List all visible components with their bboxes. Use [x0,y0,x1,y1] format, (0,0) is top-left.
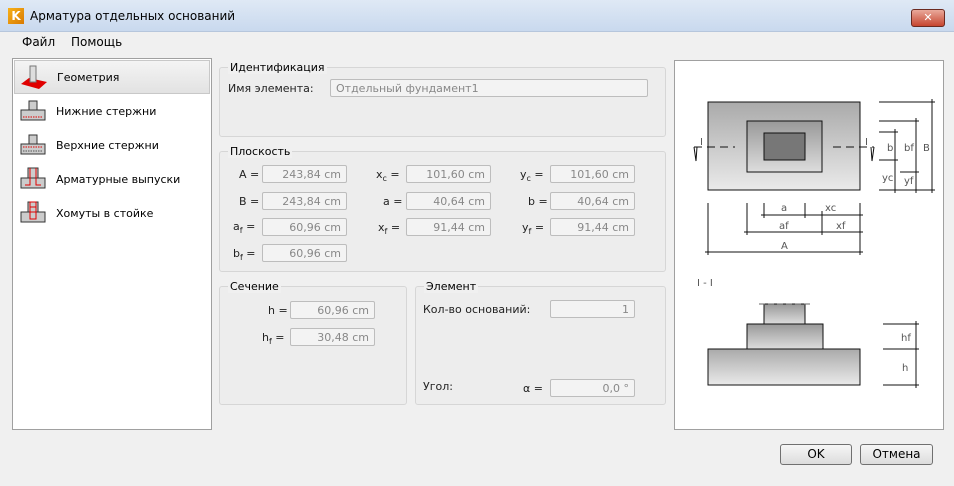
xf-input[interactable]: 91,44 cm [406,218,491,236]
section-view [707,303,861,386]
ok-button[interactable]: OK [780,444,852,465]
a-label: a = [383,195,403,208]
dim-hf: hf [901,333,911,344]
dim-A: A [781,241,788,252]
yc-input[interactable]: 101,60 cm [550,165,635,183]
sidebar-item-bottom-bars[interactable]: Нижние стержни [14,94,210,128]
sidebar-item-label: Хомуты в стойке [56,206,154,220]
h-label: h = [268,304,288,317]
sidebar-item-label: Нижние стержни [56,104,157,118]
group-title: Элемент [424,280,479,293]
section-mark-left: I [700,137,703,148]
sidebar-item-label: Верхние стержни [56,138,159,152]
bottom-bars-icon [20,100,46,121]
hf-label: hf = [262,331,285,347]
dim-B: B [923,143,930,154]
A-input[interactable]: 243,84 cm [262,165,347,183]
starter-bars-icon [20,167,46,189]
yf-label: yf = [522,221,545,237]
group-title: Плоскость [228,145,293,158]
xc-label: xc = [376,168,400,184]
xc-input[interactable]: 101,60 cm [406,165,491,183]
geometry-icon [21,65,47,89]
xf-label: xf = [378,221,401,237]
title-bar: K Арматура отдельных оснований ✕ [0,0,954,32]
count-input[interactable]: 1 [550,300,635,318]
yf-input[interactable]: 91,44 cm [550,218,635,236]
section-label: I - I [697,278,713,289]
sidebar-item-geometry[interactable]: Геометрия [14,60,210,94]
dim-h: h [902,363,908,374]
angle-input[interactable]: 0,0 ° [550,379,635,397]
cancel-button[interactable]: Отмена [860,444,933,465]
group-title: Сечение [228,280,281,293]
b-input[interactable]: 40,64 cm [550,192,635,210]
element-name-input[interactable]: Отдельный фундамент1 [330,79,648,97]
dimension-lines [705,99,935,388]
B-input[interactable]: 243,84 cm [262,192,347,210]
b-label: b = [528,195,548,208]
menu-help[interactable]: Помощь [71,35,123,49]
count-label: Кол-во оснований: [423,303,531,316]
h-input[interactable]: 60,96 cm [290,301,375,319]
dim-yc: yc [882,173,893,184]
identification-group: Идентификация [219,61,666,137]
dim-yf: yf [904,176,914,187]
angle-label: Угол: [423,380,453,393]
app-logo-icon: K [8,8,24,24]
sidebar-item-stirrups[interactable]: Хомуты в стойке [14,196,210,230]
dim-a: a [781,203,787,214]
sidebar-item-label: Арматурные выпуски [56,172,181,186]
yc-label: yc = [520,168,544,184]
sidebar-item-top-bars[interactable]: Верхние стержни [14,128,210,162]
af-label: af = [233,220,256,236]
element-name-label: Имя элемента: [228,82,314,95]
menu-file[interactable]: Файл [22,35,56,49]
hf-input[interactable]: 30,48 cm [290,328,375,346]
dim-b: b [887,143,893,154]
B-label: B = [239,195,260,208]
dim-xf: xf [836,221,846,232]
bf-label: bf = [233,247,256,263]
close-button[interactable]: ✕ [911,9,945,27]
window-title: Арматура отдельных оснований [30,9,236,23]
dim-bf: bf [904,143,914,154]
a-input[interactable]: 40,64 cm [406,192,491,210]
bf-input[interactable]: 60,96 cm [262,244,347,262]
geometry-diagram: I I b bf B yc yf a xc af xf A I - I hf h [674,60,944,430]
plan-view [693,101,875,191]
top-bars-icon [20,134,46,155]
sidebar: Геометрия Нижние стержни Верхние стержни… [12,58,212,430]
af-input[interactable]: 60,96 cm [262,218,347,236]
sidebar-item-label: Геометрия [57,70,120,84]
section-mark-right: I [865,137,868,148]
dim-xc: xc [825,203,836,214]
sidebar-item-starter-bars[interactable]: Арматурные выпуски [14,162,210,196]
alpha-label: α = [523,382,543,395]
stirrups-icon [20,201,46,223]
dim-af: af [779,221,789,232]
A-label: A = [239,168,260,181]
group-title: Идентификация [228,61,327,74]
